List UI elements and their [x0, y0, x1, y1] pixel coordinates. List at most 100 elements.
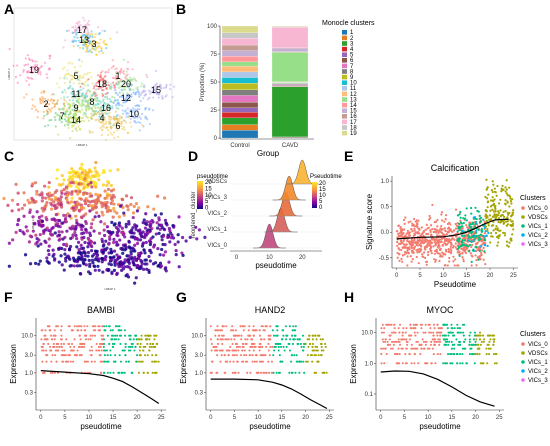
point-vics0: [448, 237, 451, 241]
pseudotime-cell: [45, 218, 49, 222]
point-vics1: [275, 334, 278, 337]
pseudotime-cell: [64, 220, 68, 224]
umap-cell: [86, 103, 89, 106]
umap-cell: [136, 108, 139, 111]
point-vdscs: [491, 180, 494, 183]
point-vics0: [405, 340, 408, 343]
point-vdscs: [136, 342, 139, 346]
point-vics1: [461, 362, 464, 365]
umap-cell: [78, 58, 81, 61]
umap-cell: [83, 25, 86, 28]
point-vdscs: [492, 353, 495, 356]
point-vdscs: [487, 218, 491, 221]
umap-cell: [121, 104, 124, 107]
umap-cell: [62, 102, 65, 106]
point-vics1: [296, 342, 299, 346]
umap-cell: [12, 64, 15, 67]
pseudotime-cell: [76, 174, 81, 179]
pseudotime-cell: [28, 208, 32, 212]
point-vics0: [483, 231, 487, 235]
pseudotime-cell: [48, 229, 52, 233]
umap-cell: [136, 86, 139, 89]
umap-cell: [101, 92, 104, 95]
pseudotime-cell: [60, 263, 64, 267]
pseudotime-cell: [16, 202, 20, 207]
point-vics0: [444, 250, 448, 253]
umap-c-y-label: UMAP 2: [31, 219, 35, 230]
umap-cell: [74, 74, 77, 77]
x-tick-label: 20: [302, 415, 309, 421]
pseudotime-cell: [134, 276, 138, 280]
point-vics0: [263, 338, 266, 341]
point-vics0: [416, 225, 419, 228]
umap-cell: [101, 69, 104, 73]
point-vdscs: [319, 354, 323, 357]
point-vics0: [399, 235, 402, 238]
pseudotime-cell: [120, 226, 124, 230]
point-vics0: [480, 240, 484, 243]
point-vics0: [439, 331, 442, 334]
umap-cell: [39, 97, 42, 100]
point-vics0: [78, 334, 81, 337]
umap-cell: [142, 97, 145, 100]
umap-cell: [118, 117, 122, 120]
umap-cell: [85, 27, 88, 31]
point-vics0: [443, 241, 446, 245]
umap-cell: [69, 81, 72, 84]
point-vics1: [295, 360, 298, 363]
umap-cell: [99, 106, 102, 110]
point-vics1: [462, 334, 465, 337]
point-vics1: [106, 334, 109, 337]
clusters-legend-title: Clusters: [520, 195, 546, 202]
umap-cell: [137, 121, 140, 124]
umap-cluster-label: 9: [73, 103, 78, 113]
umap-cell: [114, 68, 117, 71]
point-vics0: [250, 345, 253, 348]
point-vics0: [397, 247, 400, 250]
umap-cell: [137, 93, 141, 96]
point-vics1: [448, 340, 451, 343]
point-vics0: [98, 349, 101, 352]
pseudotime-cell: [106, 206, 110, 210]
x-tick-label: 0: [209, 415, 213, 421]
umap-cluster-label: 16: [101, 103, 111, 113]
umap-cell: [47, 103, 51, 106]
pseudotime-cell: [97, 214, 101, 218]
pseudotime-cell: [113, 222, 117, 226]
point-vics0: [224, 371, 227, 374]
umap-cell: [85, 107, 88, 110]
point-vdscs: [311, 349, 314, 352]
point-vics0: [439, 334, 442, 337]
pseudotime-cell: [81, 192, 86, 197]
point-vdscs: [492, 215, 495, 219]
pseudotime-cell: [127, 265, 131, 269]
point-vics1: [288, 349, 292, 352]
point-vics0: [52, 334, 55, 337]
umap-cell: [132, 88, 135, 91]
point-vics1: [133, 349, 136, 352]
point-vics0: [410, 260, 413, 263]
pseudotime-cell: [123, 235, 127, 239]
point-vics0: [91, 325, 94, 328]
umap-cell: [73, 36, 76, 39]
legend-label-VICs_0: VICs_0: [528, 342, 548, 348]
umap-cell: [81, 26, 84, 29]
point-vics1: [468, 343, 471, 346]
point-vics0: [260, 338, 263, 341]
point-vdscs: [311, 345, 314, 348]
point-vics0: [226, 360, 229, 363]
umap-cell: [151, 86, 154, 89]
umap-cell: [138, 95, 141, 98]
legend-label-12: 12: [350, 92, 357, 98]
umap-cell: [27, 63, 30, 66]
pseudotime-cell: [55, 176, 59, 181]
umap-cell: [50, 118, 53, 122]
point-vics1: [459, 331, 462, 334]
pseudotime-cell: [176, 233, 180, 237]
umap-cell: [94, 107, 97, 110]
pseudotime-cell: [94, 185, 98, 189]
umap-cell: [111, 95, 114, 99]
point-vics0: [459, 252, 462, 256]
